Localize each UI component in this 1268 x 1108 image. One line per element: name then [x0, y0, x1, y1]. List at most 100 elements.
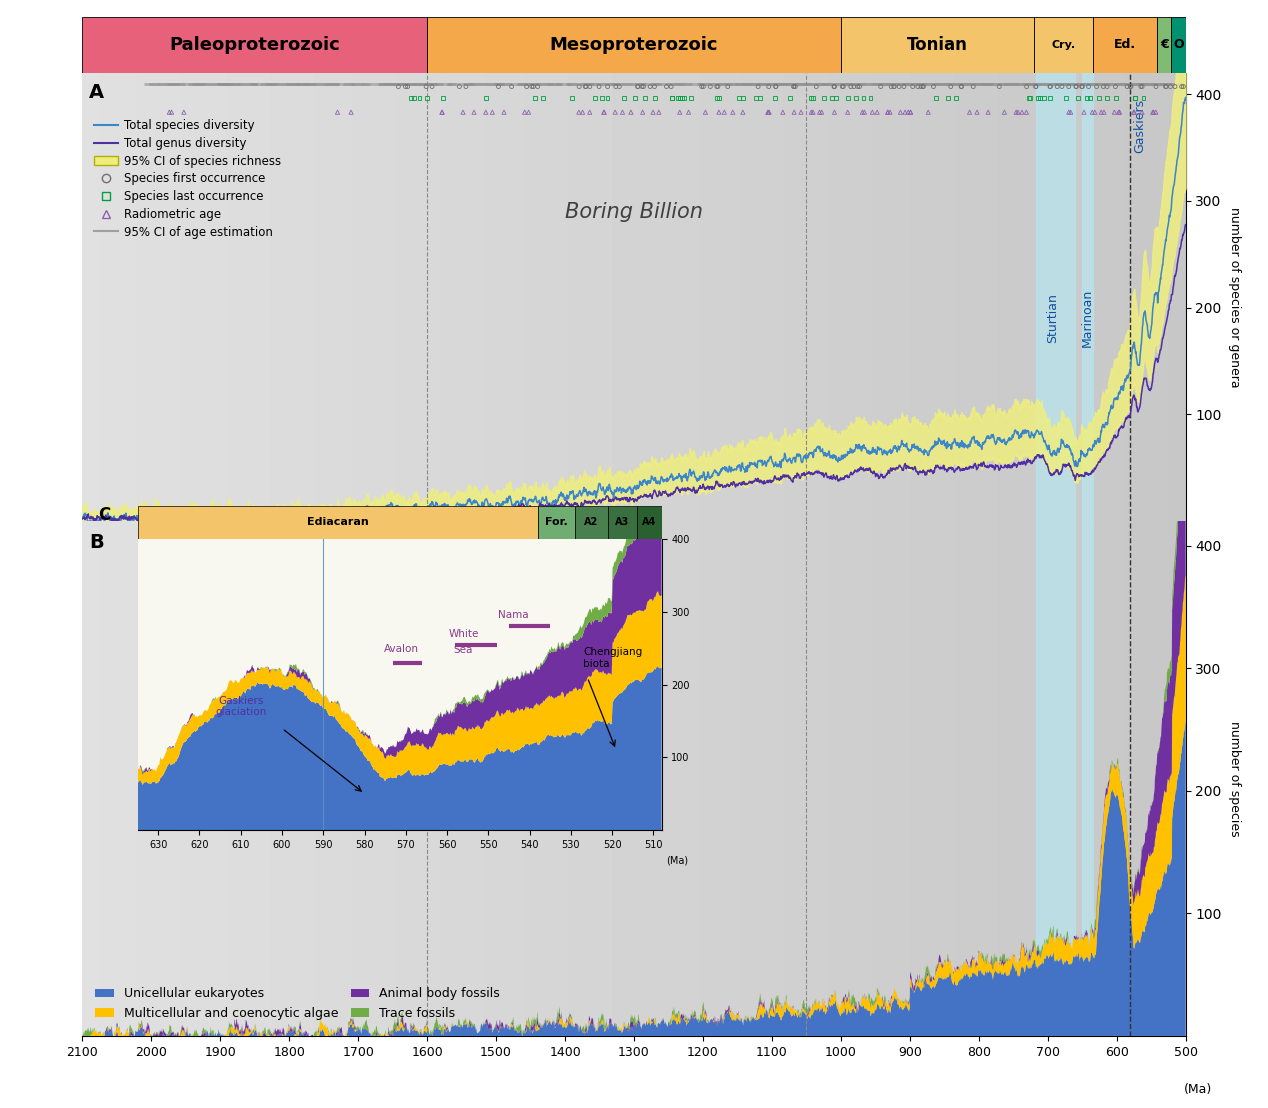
Point	[862, 103, 883, 121]
Point	[867, 103, 888, 121]
Point	[341, 103, 361, 121]
Point	[758, 78, 779, 95]
Point	[824, 78, 844, 95]
Point	[493, 103, 514, 121]
Point	[533, 90, 553, 107]
Bar	[841, 17, 1033, 73]
Bar	[427, 17, 841, 73]
Point	[633, 103, 653, 121]
Point	[814, 90, 834, 107]
Point	[569, 103, 590, 121]
Point	[784, 103, 804, 121]
Point	[1172, 78, 1192, 95]
Point	[824, 78, 844, 95]
Point	[1033, 90, 1054, 107]
Point	[918, 103, 938, 121]
Point	[593, 103, 614, 121]
Point	[1026, 78, 1046, 95]
Point	[422, 78, 443, 95]
Point	[908, 78, 928, 95]
Point	[706, 78, 727, 95]
Y-axis label: number of species or genera: number of species or genera	[1229, 206, 1241, 388]
Point	[569, 78, 590, 95]
Point	[661, 78, 681, 95]
Point	[1142, 103, 1163, 121]
Point	[951, 78, 971, 95]
Point	[903, 78, 923, 95]
Point	[708, 90, 728, 107]
Point	[1125, 90, 1145, 107]
Text: Tonian: Tonian	[907, 35, 967, 53]
Point	[464, 103, 484, 121]
Point	[766, 78, 786, 95]
Point	[579, 78, 600, 95]
Point	[482, 103, 502, 121]
Point	[416, 78, 436, 95]
Point	[1087, 78, 1107, 95]
Point	[960, 103, 980, 121]
Point	[681, 90, 701, 107]
Point	[1080, 90, 1101, 107]
Point	[718, 78, 738, 95]
Point	[1068, 90, 1088, 107]
Point	[937, 90, 957, 107]
Point	[396, 78, 416, 95]
Point	[672, 90, 692, 107]
Legend: Total species diversity, Total genus diversity, 95% CI of species richness, Spec: Total species diversity, Total genus div…	[90, 114, 285, 244]
Point	[700, 78, 720, 95]
Y-axis label: number of species: number of species	[1229, 721, 1241, 837]
Point	[174, 103, 194, 121]
Point	[989, 78, 1009, 95]
Point	[1106, 90, 1126, 107]
Point	[1173, 78, 1193, 95]
Point	[877, 103, 898, 121]
Point	[1040, 78, 1060, 95]
Point	[670, 90, 690, 107]
Point	[1117, 78, 1137, 95]
Point	[403, 90, 424, 107]
Point	[453, 103, 473, 121]
Point	[161, 103, 181, 121]
Point	[890, 103, 910, 121]
Point	[1040, 90, 1060, 107]
Text: B: B	[89, 533, 104, 553]
Point	[649, 103, 670, 121]
Point	[1019, 90, 1040, 107]
Point	[926, 90, 946, 107]
Point	[832, 78, 852, 95]
Point	[1047, 78, 1068, 95]
Point	[449, 78, 469, 95]
Point	[633, 78, 653, 95]
Point	[488, 78, 508, 95]
Point	[1097, 90, 1117, 107]
Point	[695, 103, 715, 121]
Point	[1016, 103, 1036, 121]
Point	[1093, 78, 1113, 95]
Point	[723, 103, 743, 121]
Point	[572, 103, 592, 121]
Point	[1131, 78, 1151, 95]
Point	[766, 78, 786, 95]
Point	[853, 90, 874, 107]
Point	[609, 78, 629, 95]
Point	[978, 103, 998, 121]
Point	[812, 103, 832, 121]
Point	[1071, 78, 1092, 95]
Point	[644, 78, 664, 95]
Point	[1123, 103, 1144, 121]
Point	[1028, 90, 1049, 107]
Text: Mesoproterozoic: Mesoproterozoic	[550, 35, 718, 53]
Point	[397, 78, 417, 95]
Point	[671, 90, 691, 107]
Point	[1074, 103, 1094, 121]
Point	[662, 90, 682, 107]
Point	[780, 90, 800, 107]
Point	[709, 103, 729, 121]
Point	[519, 103, 539, 121]
Bar	[1033, 17, 1093, 73]
Point	[964, 78, 984, 95]
Point	[1165, 78, 1186, 95]
Point	[880, 103, 900, 121]
Point	[588, 78, 609, 95]
Point	[628, 78, 648, 95]
